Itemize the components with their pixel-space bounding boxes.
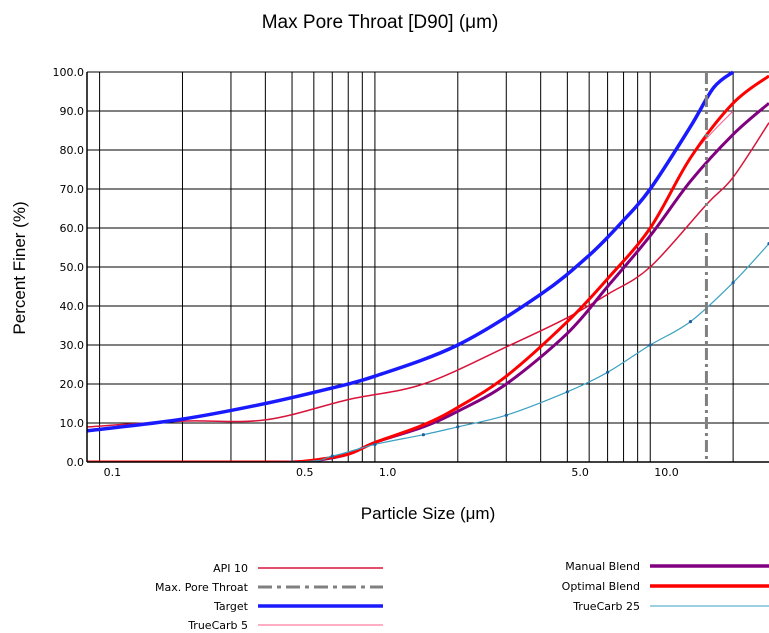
tick-labels: 0.0 10.0 20.0 30.0 40.0 50.0 60.0 70.0 80.0 90.0 1… [53, 66, 679, 479]
legend-item: Max. Pore Throat [155, 581, 383, 594]
legend-item: Optimal Blend [562, 580, 769, 593]
grid [87, 71, 769, 463]
x-tick-label: 1.0 [379, 466, 397, 479]
y-tick-label: 10.0 [60, 417, 85, 430]
y-tick-label: 20.0 [60, 378, 85, 391]
y-tick-label: 50.0 [60, 261, 85, 274]
series-line-manual-blend [87, 102, 769, 462]
legend-item: Target [213, 600, 383, 613]
data-point-truecarb-25 [648, 343, 652, 347]
series-line-api-10 [87, 122, 769, 428]
x-axis-label: Particle Size (μm) [361, 504, 495, 523]
chart-title: Max Pore Throat [D90] (μm) [262, 12, 499, 33]
axes [86, 72, 769, 463]
y-tick-label: 40.0 [60, 300, 85, 313]
legend: API 10 Max. Pore Throat Target TrueCarb 5 Ma… [155, 560, 769, 632]
data-point-truecarb-25 [504, 413, 508, 417]
series-line-truecarb-25 [87, 243, 769, 462]
data-point-truecarb-25 [565, 390, 569, 394]
data-point-truecarb-25 [421, 433, 425, 437]
legend-label: Target [213, 600, 249, 613]
legend-label: Max. Pore Throat [155, 581, 249, 594]
data-point-truecarb-25 [688, 320, 693, 324]
legend-item: Manual Blend [565, 560, 769, 573]
series-line-truecarb-5 [87, 110, 734, 462]
y-tick-label: 0.0 [67, 456, 85, 469]
y-tick-label: 90.0 [60, 105, 85, 118]
legend-item: TrueCarb 25 [572, 600, 769, 613]
y-axis-label: Percent Finer (%) [10, 201, 29, 334]
y-tick-label: 60.0 [60, 222, 85, 235]
y-tick-label: 80.0 [60, 144, 85, 157]
legend-label: Manual Blend [565, 560, 640, 573]
data-point-truecarb-25 [456, 425, 460, 429]
legend-label: API 10 [213, 562, 248, 575]
legend-label: Optimal Blend [562, 580, 640, 593]
x-tick-label: 0.1 [104, 466, 122, 479]
data-point-truecarb-25 [731, 281, 735, 285]
y-tick-label: 70.0 [60, 183, 85, 196]
series-line-optimal-blend [87, 74, 769, 462]
x-tick-label: 10.0 [654, 466, 679, 479]
data-point-truecarb-25 [605, 370, 610, 374]
series-line-target [87, 70, 735, 433]
legend-item: TrueCarb 5 [187, 619, 383, 632]
data-point-truecarb-25 [373, 442, 377, 447]
x-tick-label: 0.5 [296, 466, 314, 479]
data-point-truecarb-25 [330, 454, 334, 458]
series-layer [87, 70, 769, 462]
legend-label: TrueCarb 25 [572, 600, 640, 613]
legend-item: API 10 [213, 562, 383, 575]
legend-label: TrueCarb 5 [187, 619, 248, 632]
y-tick-label: 30.0 [60, 339, 85, 352]
y-tick-label: 100.0 [53, 66, 85, 79]
x-tick-label: 5.0 [571, 466, 589, 479]
